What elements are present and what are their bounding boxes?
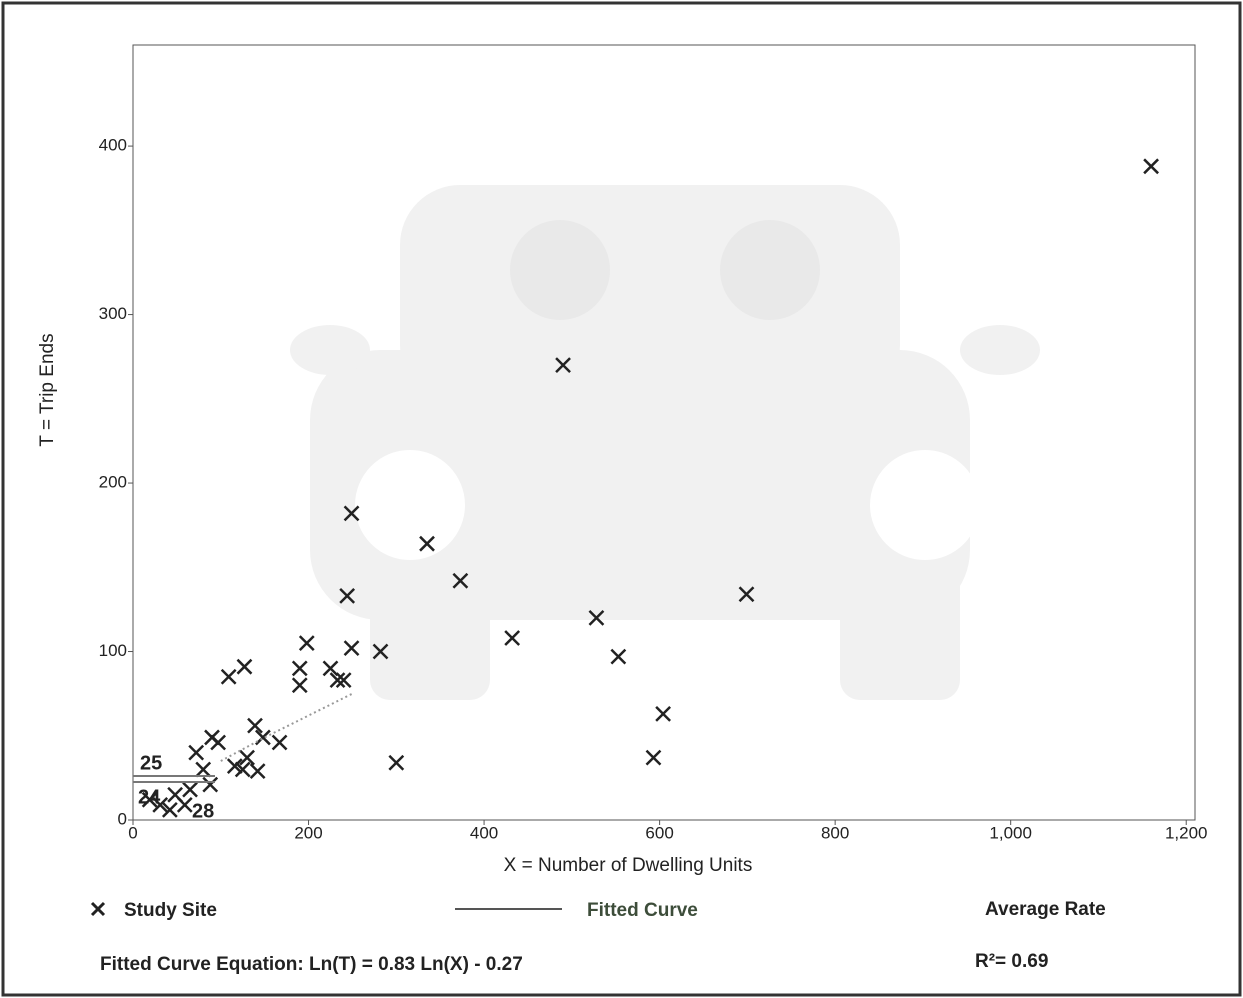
annotation: 25	[140, 752, 162, 774]
study-site-point	[656, 707, 670, 721]
x-axis-label: X = Number of Dwelling Units	[504, 855, 753, 876]
x-tick-label: 200	[294, 823, 322, 842]
page: {"chart_data": { "type": "scatter", "xla…	[0, 0, 1243, 998]
legend-label: Fitted Curve	[587, 900, 698, 921]
study-site-point	[196, 762, 210, 776]
study-site-point	[1144, 159, 1158, 173]
study-site-point	[211, 736, 225, 750]
study-site-point	[273, 736, 287, 750]
study-site-point	[300, 636, 314, 650]
y-axis-label: T = Trip Ends	[37, 333, 58, 446]
study-site-point	[256, 730, 270, 744]
study-site-point	[248, 719, 262, 733]
study-site-point	[251, 764, 265, 778]
study-site-point	[240, 751, 254, 765]
x-tick-label: 0	[128, 823, 137, 842]
y-tick-label: 200	[99, 473, 127, 492]
study-site-point	[646, 751, 660, 765]
x-tick-label: 1,200	[1165, 823, 1208, 842]
x-tick-label: 1,000	[989, 823, 1032, 842]
y-tick-label: 300	[99, 304, 127, 323]
study-site-point	[293, 678, 307, 692]
chart: X = Number of Dwelling Units T = Trip En…	[0, 0, 1243, 998]
r-squared: R²= 0.69	[975, 951, 1048, 972]
y-tick-label: 400	[99, 136, 127, 155]
annotation: 28	[192, 800, 214, 822]
study-site-point	[203, 778, 217, 792]
annotation: 24	[138, 786, 161, 808]
study-site-point	[293, 661, 307, 675]
x-tick-label: 400	[470, 823, 498, 842]
study-site-point	[189, 746, 203, 760]
legend-label: Average Rate	[985, 899, 1106, 920]
study-site-point	[183, 783, 197, 797]
study-site-point	[611, 650, 625, 664]
study-site-point	[178, 798, 192, 812]
study-site-point	[389, 756, 403, 770]
study-site-point	[345, 641, 359, 655]
y-tick-label: 0	[118, 809, 127, 828]
equation: Fitted Curve Equation: Ln(T) = 0.83 Ln(X…	[100, 954, 523, 975]
study-site-point	[222, 670, 236, 684]
legend-marker	[92, 903, 104, 915]
x-tick-label: 600	[645, 823, 673, 842]
y-tick-label: 100	[99, 641, 127, 660]
legend-label: Study Site	[124, 900, 217, 921]
study-site-point	[237, 660, 251, 674]
x-tick-label: 800	[821, 823, 849, 842]
watermark	[290, 185, 1040, 700]
study-site-point	[505, 631, 519, 645]
